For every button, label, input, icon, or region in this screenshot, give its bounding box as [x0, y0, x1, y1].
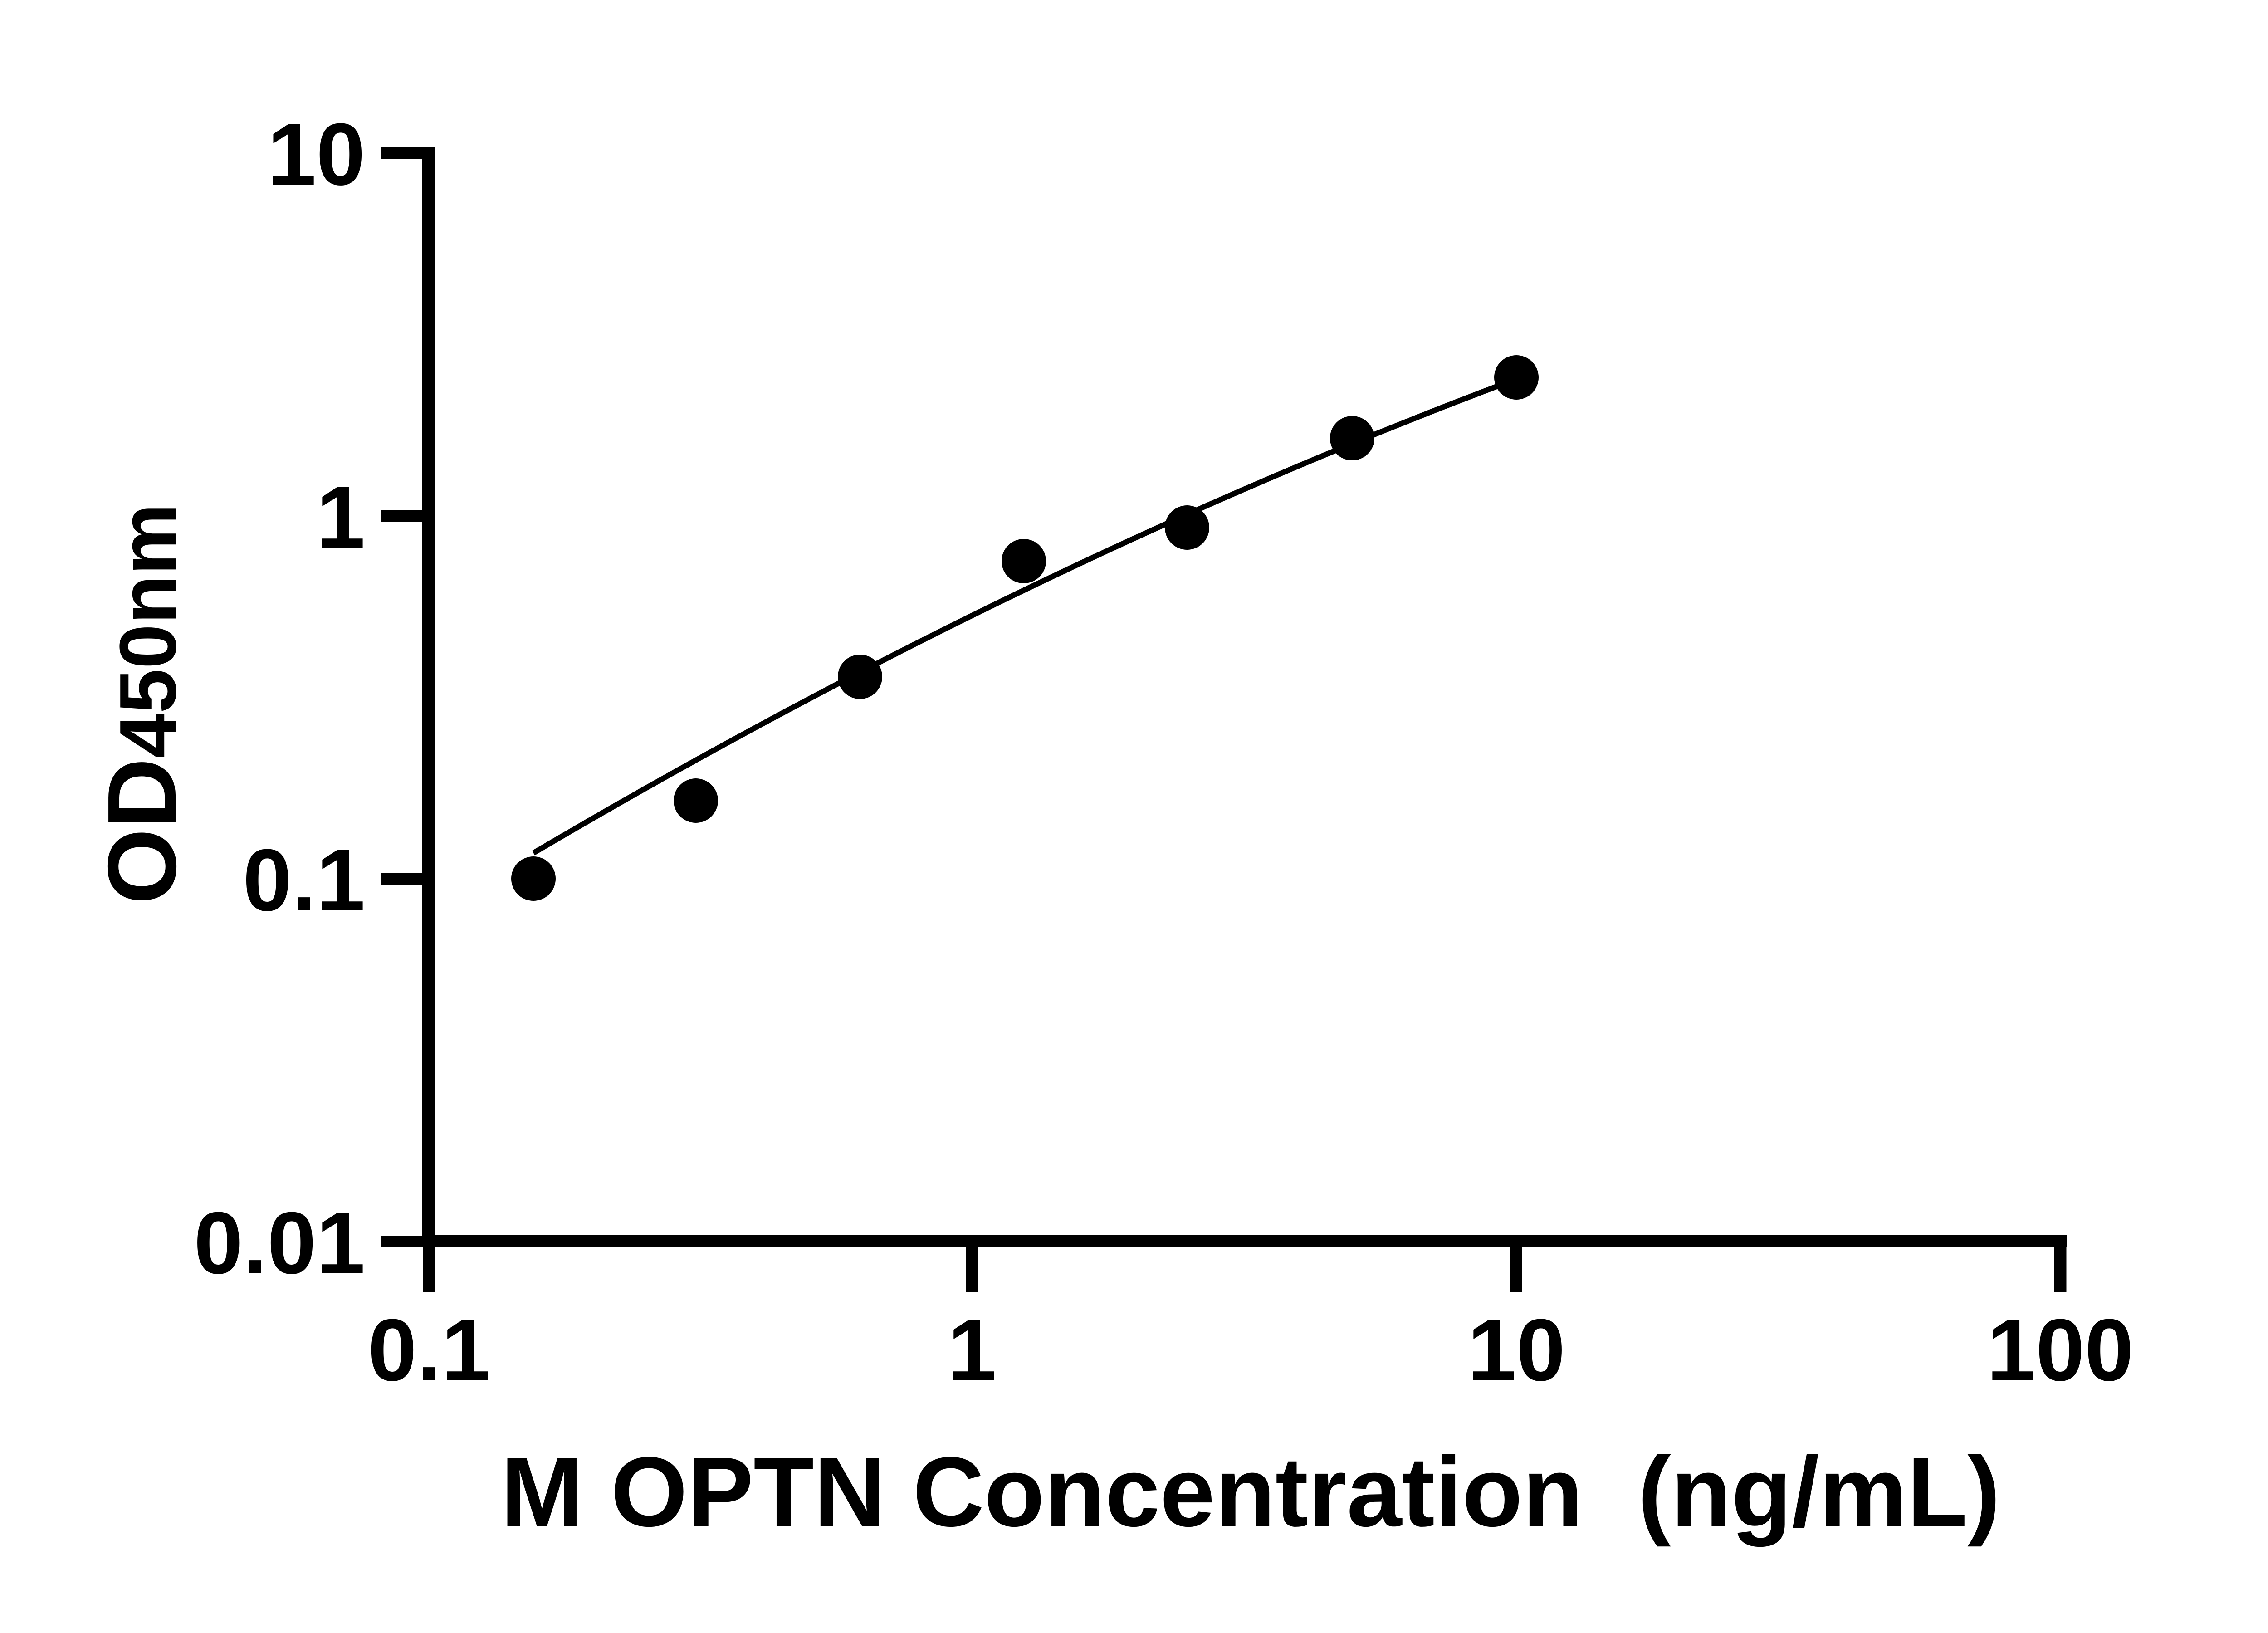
svg-text:100: 100 — [1987, 1301, 2134, 1399]
svg-text:0.1: 0.1 — [368, 1301, 490, 1399]
svg-text:1: 1 — [948, 1301, 997, 1399]
svg-text:1: 1 — [316, 468, 365, 567]
svg-text:M OPTN Concentration (ng/mL): M OPTN Concentration (ng/mL) — [501, 1437, 2000, 1547]
svg-text:0.01: 0.01 — [194, 1194, 365, 1292]
svg-text:10: 10 — [267, 105, 365, 204]
svg-text:OD450nm: OD450nm — [87, 504, 196, 904]
svg-text:10: 10 — [1467, 1301, 1565, 1399]
svg-text:0.1: 0.1 — [243, 831, 365, 929]
